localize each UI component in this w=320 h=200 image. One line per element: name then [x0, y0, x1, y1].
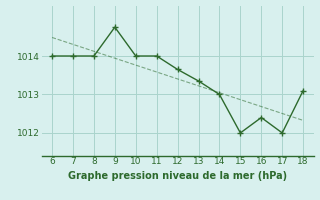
X-axis label: Graphe pression niveau de la mer (hPa): Graphe pression niveau de la mer (hPa)	[68, 171, 287, 181]
